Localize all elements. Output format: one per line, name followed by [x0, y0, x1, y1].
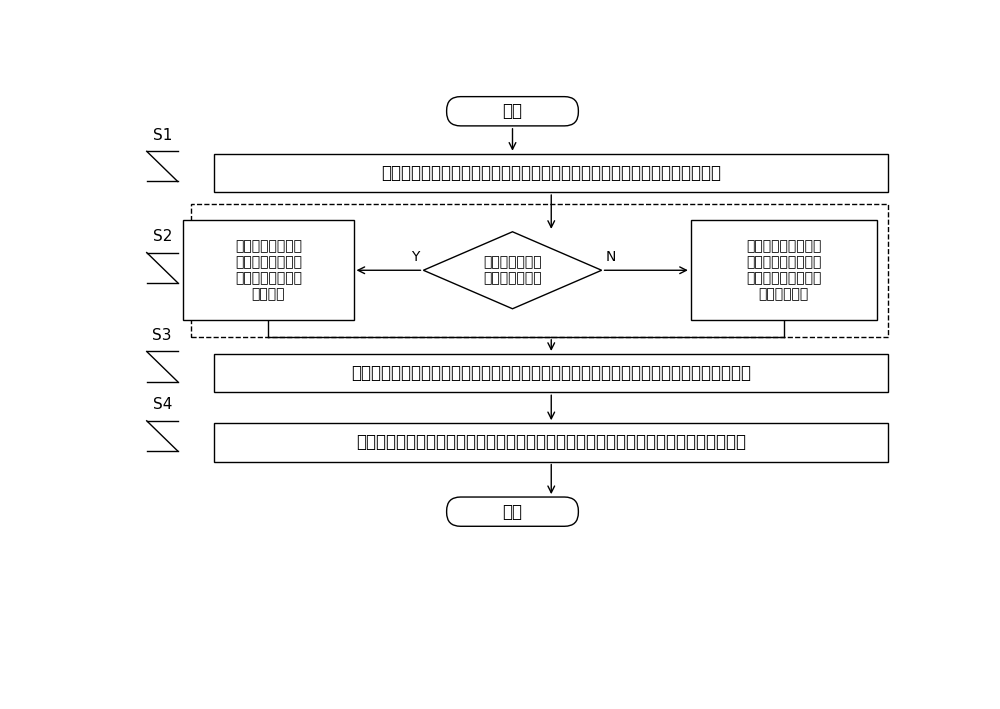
FancyBboxPatch shape — [447, 96, 578, 126]
Bar — [191, 203, 888, 337]
Text: S2: S2 — [153, 229, 172, 244]
FancyBboxPatch shape — [447, 497, 578, 526]
Text: 构建滑块模型，并根据滑块模型得到沿滑动方向地震动和垂直滑动方向地震动: 构建滑块模型，并根据滑块模型得到沿滑动方向地震动和垂直滑动方向地震动 — [381, 164, 721, 182]
Text: 根据所述滑块的安全系数计算得到地震边坡永久位移值，完成对地震边坡永久位移的计算: 根据所述滑块的安全系数计算得到地震边坡永久位移值，完成对地震边坡永久位移的计算 — [356, 433, 746, 452]
Bar — [214, 154, 888, 192]
Text: N: N — [606, 250, 616, 264]
Text: S4: S4 — [153, 397, 172, 412]
Bar — [691, 220, 877, 320]
Text: S1: S1 — [153, 128, 172, 143]
Text: 结束: 结束 — [503, 503, 522, 520]
Text: 利用无侧限抗压强度
试验检测岩土体内聚
力，并计算得到滑块
摩擦系数函数: 利用无侧限抗压强度 试验检测岩土体内聚 力，并计算得到滑块 摩擦系数函数 — [746, 239, 821, 301]
Text: S3: S3 — [152, 328, 172, 343]
Text: 判断地下水位是
否高于软弱层位: 判断地下水位是 否高于软弱层位 — [483, 255, 542, 285]
Bar — [183, 220, 354, 320]
Text: 根据沿滑动方向地震动、垂直滑动方向地震动、滑块摩擦系数函数计算得到滑块的安全系数: 根据沿滑动方向地震动、垂直滑动方向地震动、滑块摩擦系数函数计算得到滑块的安全系数 — [351, 364, 751, 382]
Polygon shape — [423, 232, 602, 308]
Text: Y: Y — [411, 250, 420, 264]
Bar — [214, 354, 888, 392]
Text: 开始: 开始 — [503, 102, 522, 121]
Text: 利用剪切试验检测
岩土体内聚力，并
计算得到滑块摩擦
系数函数: 利用剪切试验检测 岩土体内聚力，并 计算得到滑块摩擦 系数函数 — [235, 239, 302, 301]
Bar — [214, 423, 888, 462]
